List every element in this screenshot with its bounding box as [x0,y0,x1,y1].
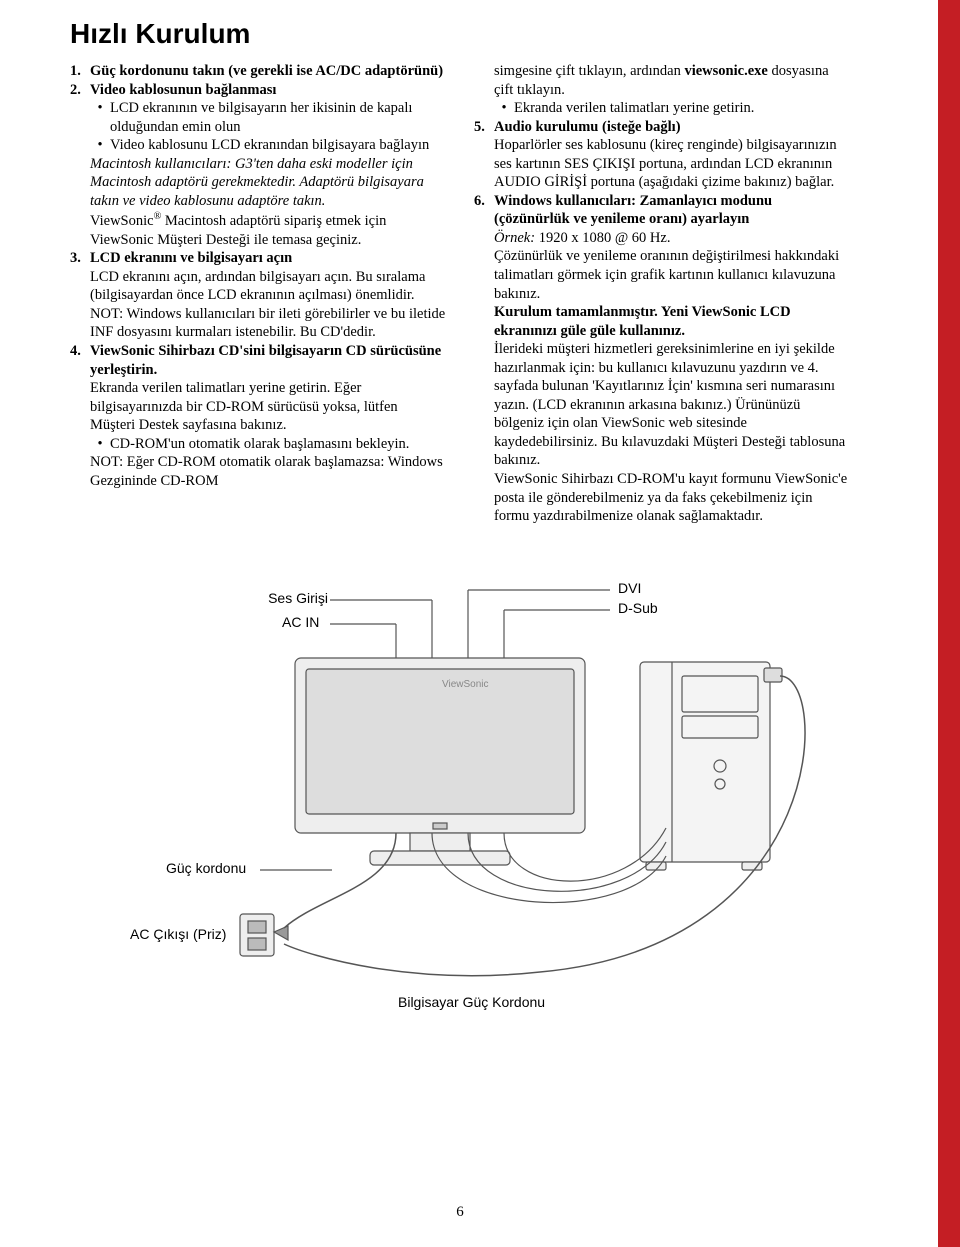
step-5: 5. Audio kurulumu (isteğe bağlı) [474,118,850,137]
step-4-bullet-1: • CD-ROM'un otomatik olarak başlamasını … [70,435,446,454]
example-label: Örnek: [494,230,535,246]
step-3-paragraph-2: NOT: Windows kullanıcıları bir ileti gör… [70,305,446,342]
monitor-brand-text: ViewSonic [442,679,489,690]
page-title: Hızlı Kurulum [70,18,850,50]
cont-paragraph: simgesine çift tıklayın, ardından viewso… [474,62,850,99]
page-number: 6 [0,1204,920,1221]
step-2: 2. Video kablosunun bağlanması [70,81,446,100]
step-3-heading: LCD ekranını ve bilgisayarı açın [90,249,292,268]
step-6: 6. Windows kullanıcıları: Zamanlayıcı mo… [474,192,850,229]
label-dvi: DVI [618,580,641,596]
step-3-number: 3. [70,249,90,268]
step-4-paragraph-2: NOT: Eğer CD-ROM otomatik olarak başlama… [70,453,446,490]
viewsonic-exe: viewsonic.exe [684,63,767,79]
step-6-paragraph-3: İlerideki müşteri hizmetleri gereksiniml… [474,340,850,470]
label-guc-kordonu: Güç kordonu [166,860,246,876]
step-6-paragraph-4: ViewSonic Sihirbazı CD-ROM'u kayıt formu… [474,470,850,526]
step-1-heading: Güç kordonunu takın (ve gerekli ise AC/D… [90,62,443,81]
step-2-bullet-2: • Video kablosunu LCD ekranından bilgisa… [70,136,446,155]
step-4-heading: ViewSonic Sihirbazı CD'sini bilgisayarın… [90,342,446,379]
viewsonic-word: ViewSonic [90,213,154,229]
bullet-dot-icon: • [494,99,514,118]
step-2-heading: Video kablosunun bağlanması [90,81,276,100]
step-5-paragraph-1: Hoparlörler ses kablosunu (kireç rengind… [474,136,850,192]
cont-bullet-1: • Ekranda verilen talimatları yerine get… [474,99,850,118]
label-dsub: D-Sub [618,600,658,616]
cont-text-1: simgesine çift tıklayın, ardından [494,63,684,79]
step-2-viewsonic-note: ViewSonic® Macintosh adaptörü sipariş et… [70,210,446,249]
label-ac-cikisi: AC Çıkışı (Priz) [130,926,226,942]
two-column-layout: 1. Güç kordonunu takın (ve gerekli ise A… [70,62,850,526]
cont-bullet-1-text: Ekranda verilen talimatları yerine getir… [514,99,754,118]
step-6-number: 6. [474,192,494,229]
step-3-paragraph-1: LCD ekranını açın, ardından bilgisayarı … [70,268,446,305]
step-1: 1. Güç kordonunu takın (ve gerekli ise A… [70,62,446,81]
step-2-bullet-1: • LCD ekranının ve bilgisayarın her ikis… [70,99,446,136]
left-column: 1. Güç kordonunu takın (ve gerekli ise A… [70,62,446,526]
step-6-paragraph-1: Çözünürlük ve yenileme oranının değiştir… [474,247,850,303]
label-bilgisayar-guc: Bilgisayar Güç Kordonu [398,994,545,1010]
page-content: Hızlı Kurulum 1. Güç kordonunu takın (ve… [0,0,920,1036]
step-1-number: 1. [70,62,90,81]
example-value: 1920 x 1080 @ 60 Hz. [535,230,670,246]
step-2-bullet-1-text: LCD ekranının ve bilgisayarın her ikisin… [110,99,446,136]
step-4-number: 4. [70,342,90,379]
bullet-dot-icon: • [90,136,110,155]
step-4-bullet-1-text: CD-ROM'un otomatik olarak başlamasını be… [110,435,409,454]
diagram-svg: ViewSonic [70,556,870,1036]
step-6-heading: Windows kullanıcıları: Zamanlayıcı modun… [494,192,850,229]
mac-italic: Macintosh kullanıcıları: G3'ten daha esk… [90,156,424,209]
step-4-paragraph-1: Ekranda verilen talimatları yerine getir… [70,379,446,435]
step-4: 4. ViewSonic Sihirbazı CD'sini bilgisaya… [70,342,446,379]
label-ses-girisi: Ses Girişi [262,590,328,606]
right-column: simgesine çift tıklayın, ardından viewso… [474,62,850,526]
step-5-number: 5. [474,118,494,137]
side-red-bar [938,0,960,1247]
step-6-example: Örnek: 1920 x 1080 @ 60 Hz. [474,229,850,248]
connection-diagram: ViewSonic Ses Girişi AC IN DVI D-Sub Güç… [70,556,870,1036]
bullet-dot-icon: • [90,435,110,454]
step-2-number: 2. [70,81,90,100]
step-5-heading: Audio kurulumu (isteğe bağlı) [494,118,681,137]
step-2-bullet-2-text: Video kablosunu LCD ekranından bilgisaya… [110,136,429,155]
bullet-dot-icon: • [90,99,110,136]
step-2-mac-note: Macintosh kullanıcıları: G3'ten daha esk… [70,155,446,211]
step-3: 3. LCD ekranını ve bilgisayarı açın [70,249,446,268]
step-6-paragraph-2-bold: Kurulum tamamlanmıştır. Yeni ViewSonic L… [474,303,850,340]
label-ac-in: AC IN [282,614,319,630]
